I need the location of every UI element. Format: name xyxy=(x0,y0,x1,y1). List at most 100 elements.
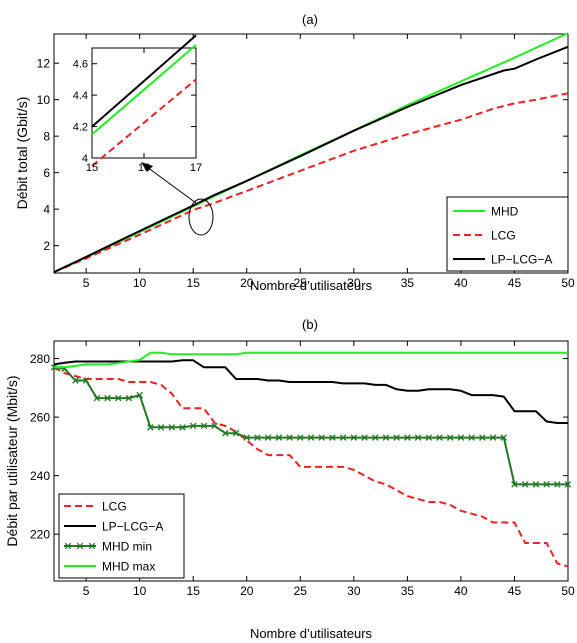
panel-b-series-mhd-min-marker xyxy=(114,394,122,402)
panel-a-legend-label-lp-lcg-a: LP−LCG−A xyxy=(491,252,552,266)
panel-a-series-layer xyxy=(53,32,569,274)
panel-b-series-mhd-min-marker xyxy=(554,481,561,488)
panel-b-series-mhd-min-marker xyxy=(511,481,518,488)
panel-b-series-mhd-min-marker xyxy=(329,434,336,441)
panel-b-series-mhd-min-marker xyxy=(189,422,197,430)
panel-a-ylabel: Débit total (Gbit/s) xyxy=(14,97,30,210)
panel-b-series-mhd-min-marker xyxy=(179,424,186,431)
panel-b: (b) 5 10 15 20 25 30 35 40 45 50 220 240 260 280 Nomb… xyxy=(4,317,575,641)
panel-b-xtick-label: 25 xyxy=(294,584,308,598)
panel-a-ytick-label: 6 xyxy=(43,166,50,180)
panel-a-series-lcg xyxy=(53,92,569,274)
inset-xtick-label: 15 xyxy=(86,162,98,174)
panel-b-series-mhd-min-marker xyxy=(125,394,133,402)
panel-b-ytick-label: 280 xyxy=(30,352,50,366)
panel-b-series-mhd-min-marker xyxy=(404,434,411,441)
panel-b-xtick-label: 20 xyxy=(240,584,254,598)
panel-b-series-mhd-min-marker xyxy=(157,424,165,431)
panel-a-legend-label-mhd: MHD xyxy=(491,204,519,218)
panel-b-ylabel: Débit par utilisateur (Mbit/s) xyxy=(4,375,20,546)
panel-b-series-mhd-min-marker xyxy=(93,394,101,402)
panel-a-xtick-label: 30 xyxy=(347,276,361,290)
panel-b-series-mhd-min-marker xyxy=(318,434,325,441)
panel-a-series-lp-lcg-a xyxy=(53,45,569,274)
panel-b-series-mhd-min-marker xyxy=(457,434,465,441)
panel-b-xtick-label: 45 xyxy=(508,584,522,598)
panel-b-series-mhd-min-marker xyxy=(489,434,497,441)
panel-a-xtick-label: 5 xyxy=(83,276,90,290)
panel-a-ticks: 5 10 15 20 25 30 35 40 45 50 2 4 6 8 10 12 xyxy=(37,34,575,290)
panel-b-ytick-label: 260 xyxy=(30,410,50,424)
panel-a-xtick-label: 40 xyxy=(454,276,468,290)
zoom-arrow-head xyxy=(141,162,153,172)
panel-b-series-mhd-min-marker xyxy=(147,424,154,431)
panel-a-xtick-label: 50 xyxy=(561,276,575,290)
panel-b-series-mhd-min-marker xyxy=(104,394,111,402)
panel-a-xtick-label: 15 xyxy=(187,276,201,290)
inset-plot-area xyxy=(91,47,197,159)
panel-b-series-mhd-min-marker xyxy=(479,434,486,441)
panel-b-legend-box xyxy=(58,493,185,579)
panel-b-series-mhd-min-marker xyxy=(222,429,229,437)
panel-b-xtick-label: 5 xyxy=(83,584,90,598)
panel-b-series-mhd-min-marker xyxy=(371,434,379,441)
panel-b-series-mhd-min-marker xyxy=(297,434,304,441)
panel-b-series-mhd-min-marker xyxy=(211,422,218,430)
panel-b-series-mhd-min-marker xyxy=(436,434,443,441)
panel-b-legend: LCG LP−LCG−A MHD min MHD max xyxy=(58,493,185,579)
panel-b-series-mhd-min-marker xyxy=(382,434,390,441)
panel-a-ytick-label: 10 xyxy=(37,93,51,107)
panel-b-legend-label-lcg: LCG xyxy=(102,499,127,513)
inset-series-layer xyxy=(91,34,197,167)
panel-b-series-mhd-min-marker xyxy=(521,481,529,488)
panel-b-series-mhd-min-marker xyxy=(393,434,400,441)
panel-b-series-mhd-min-marker xyxy=(307,434,315,441)
panel-b-series-mhd-min-marker xyxy=(350,434,358,441)
panel-b-series-mhd-min-marker xyxy=(543,481,550,488)
panel-b-ytick-label: 220 xyxy=(30,527,50,541)
panel-b-ytick-label: 240 xyxy=(30,469,50,483)
inset-xtick-label: 17 xyxy=(190,162,202,174)
panel-b-xtick-label: 50 xyxy=(561,584,575,598)
panel-b-series-mhd-min-marker xyxy=(168,424,176,431)
panel-b-series-layer xyxy=(50,351,572,568)
panel-b-series-mhd-min-marker xyxy=(425,434,433,441)
panel-b-legend-marker-mhd-min xyxy=(88,542,96,550)
panel-b-series-mhd-min-marker xyxy=(532,481,540,488)
panel-a-xtick-label: 20 xyxy=(240,276,254,290)
panel-b-xtick-label: 40 xyxy=(454,584,468,598)
panel-b-series-mhd-min-marker xyxy=(500,434,508,441)
panel-a-legend-label-lcg: LCG xyxy=(491,228,516,242)
panel-b-legend-label-mhd-min: MHD min xyxy=(102,539,152,553)
panel-a-xtick-label: 35 xyxy=(401,276,415,290)
panel-b-xtick-label: 35 xyxy=(401,584,415,598)
inset-series-lcg xyxy=(91,78,197,167)
panel-b-xtick-label: 15 xyxy=(187,584,201,598)
panel-a-xlabel: Nombre d’utilisateurs xyxy=(250,278,373,293)
zoom-arrow-line xyxy=(146,166,197,204)
inset-ytick-label: 4.2 xyxy=(73,121,88,133)
panel-a: (a) 5 10 15 20 25 30 35 40 45 50 2 4 6 8 10 12 Nombre d… xyxy=(14,12,575,293)
panel-b-series-mhd-min-marker xyxy=(468,434,475,441)
panel-b-ticks: 5 10 15 20 25 30 35 40 45 50 220 240 260 280 xyxy=(30,341,575,598)
panel-b-series-mhd-min-marker xyxy=(72,377,79,384)
panel-b-legend-label-mhd-max: MHD max xyxy=(102,559,155,573)
panel-b-xtick-label: 30 xyxy=(347,584,361,598)
panel-a-ytick-label: 2 xyxy=(43,239,50,253)
panel-b-series-mhd-max xyxy=(54,351,568,369)
panel-b-series-mhd-min-marker xyxy=(243,434,251,441)
panel-b-series-mhd-min-marker xyxy=(200,422,208,430)
panel-b-series-mhd-min-marker xyxy=(275,434,283,441)
inset-ytick-label: 4 xyxy=(82,153,88,165)
panel-a-legend: MHD LCG LP−LCG−A xyxy=(446,196,569,272)
panel-b-series-mhd-min-marker xyxy=(254,434,261,441)
panel-b-label: (b) xyxy=(302,317,318,332)
panel-b-series-mhd-min-marker xyxy=(361,434,368,441)
panel-a-xtick-label: 10 xyxy=(133,276,147,290)
panel-b-series-lcg xyxy=(53,366,569,568)
panel-a-ytick-label: 4 xyxy=(43,202,50,216)
inset-ytick-label: 4.6 xyxy=(73,59,88,71)
panel-b-series-mhd-min-marker xyxy=(264,434,272,441)
